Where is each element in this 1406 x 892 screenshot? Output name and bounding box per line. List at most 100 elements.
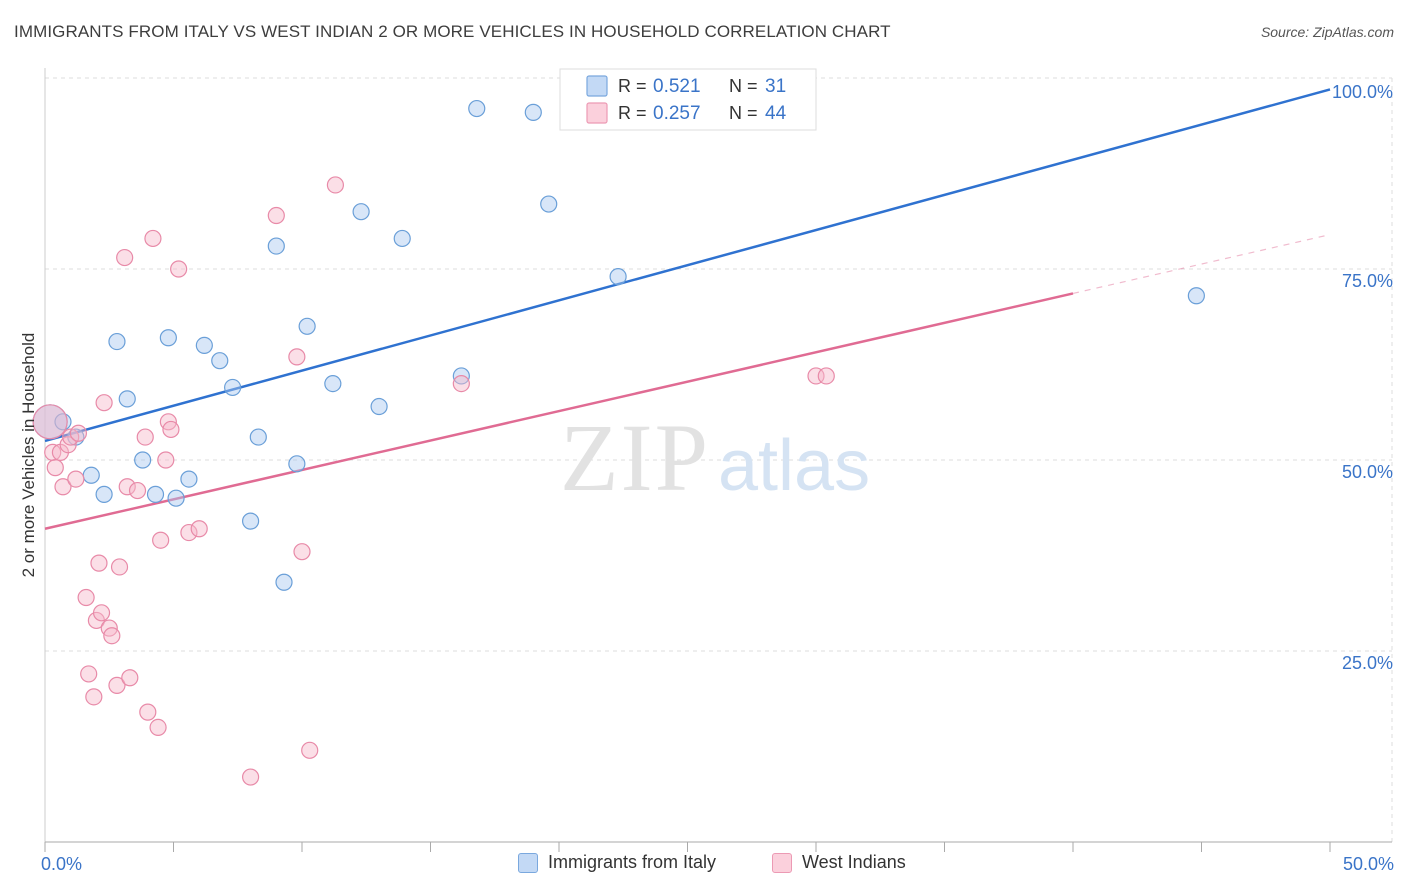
point-pink [180,523,198,542]
point-pink [301,741,319,759]
point-pink [62,428,80,446]
point-blue [609,268,627,286]
point-blue [540,195,558,213]
point-pink [95,394,113,412]
point-pink [77,588,95,607]
point-pink [54,478,72,496]
axis-layer: 0.0% 50.0% 25.0% 50.0% 75.0% 100.0% [41,68,1394,874]
watermark-zip: ZIP [560,404,710,511]
point-pink [110,558,129,576]
trend-line-pink [44,292,1074,530]
legend-item-west-indians: West Indians [772,852,906,873]
point-pink [116,248,134,267]
point-blue [267,237,285,255]
watermark: ZIP atlas [560,404,870,511]
point-pink [92,604,111,622]
source-credit: Source: ZipAtlas.com [1260,24,1394,40]
point-blue [108,332,126,351]
legend-swatch-blue [518,852,538,873]
point-blue [468,99,486,118]
point-pink [136,428,154,446]
point-pink [67,470,85,488]
legend-n-value: 31 [765,76,786,97]
point-blue [118,390,136,408]
chart-title: IMMIGRANTS FROM ITALY VS WEST INDIAN 2 O… [14,22,891,41]
point-blue [224,378,242,397]
legend-label-italy: Immigrants from Italy [548,852,717,872]
point-pink [103,627,121,645]
point-blue [324,375,342,393]
legend-item-italy: Immigrants from Italy [518,852,716,873]
bottom-legend: Immigrants from Italy West Indians [0,852,1406,878]
point-pink [152,531,170,549]
point-blue [242,512,260,530]
point-pink [267,206,285,225]
grid-layer [45,77,1393,842]
point-blue [352,203,370,221]
point-blue [211,352,229,370]
point-pink [32,404,68,440]
trend-layer [44,88,1331,530]
y-axis-label: 2 or more Vehicles in Household [19,333,38,578]
legend-label-west-indians: West Indians [802,852,906,872]
legend-n-label: N = [729,76,758,96]
point-pink [293,543,311,561]
point-pink [118,478,136,496]
legend-swatch [586,102,608,124]
point-pink [144,229,162,248]
y-tick-label: 75.0% [1342,271,1393,291]
point-blue [146,485,165,503]
point-pink [242,768,260,786]
point-pink [139,703,157,721]
point-blue [298,317,316,335]
legend-swatch [586,75,608,97]
point-blue [288,455,306,473]
point-pink [108,676,126,694]
point-pink [162,420,180,439]
x-tick-label: 50.0% [1343,854,1394,874]
point-blue [195,336,213,354]
legend-r-value: 0.521 [653,76,701,97]
point-blue [82,466,100,484]
point-blue [159,329,177,347]
watermark-atlas: atlas [718,426,870,506]
trend-line-blue [44,88,1331,443]
point-pink [452,375,470,393]
legend-r-label: R = [618,76,647,96]
point-blue [275,573,293,591]
y-tick-label: 25.0% [1342,653,1393,673]
legend-n-label: N = [729,103,758,123]
legend-box: R = 0.521 N = 31 R = 0.257 N = 44 [559,68,817,131]
point-blue [370,397,388,416]
legend-n-value: 44 [765,103,787,124]
point-blue [524,103,542,121]
point-pink [80,665,98,683]
point-blue [249,428,267,446]
point-pink [128,481,147,500]
x-tick-label: 0.0% [41,854,82,874]
point-blue [134,451,152,469]
point-pink [69,424,88,442]
point-pink [288,348,306,366]
point-pink [90,554,108,572]
trend-line-pink-dashed [1072,234,1331,295]
point-pink [170,260,188,278]
point-pink [46,459,64,477]
point-pink [149,718,167,737]
point-pink [817,367,835,385]
point-pink [85,688,103,706]
point-blue [167,489,185,507]
point-blue [1187,287,1205,305]
points-layer [32,99,1205,786]
point-pink [190,520,208,538]
legend-swatch-pink [772,852,792,873]
y-tick-label: 100.0% [1332,82,1393,102]
point-pink [326,176,345,194]
point-blue [180,470,198,488]
legend-r-value: 0.257 [653,103,701,124]
point-blue [95,485,113,503]
point-pink [121,669,139,687]
y-tick-label: 50.0% [1342,462,1393,482]
point-pink [157,451,175,469]
